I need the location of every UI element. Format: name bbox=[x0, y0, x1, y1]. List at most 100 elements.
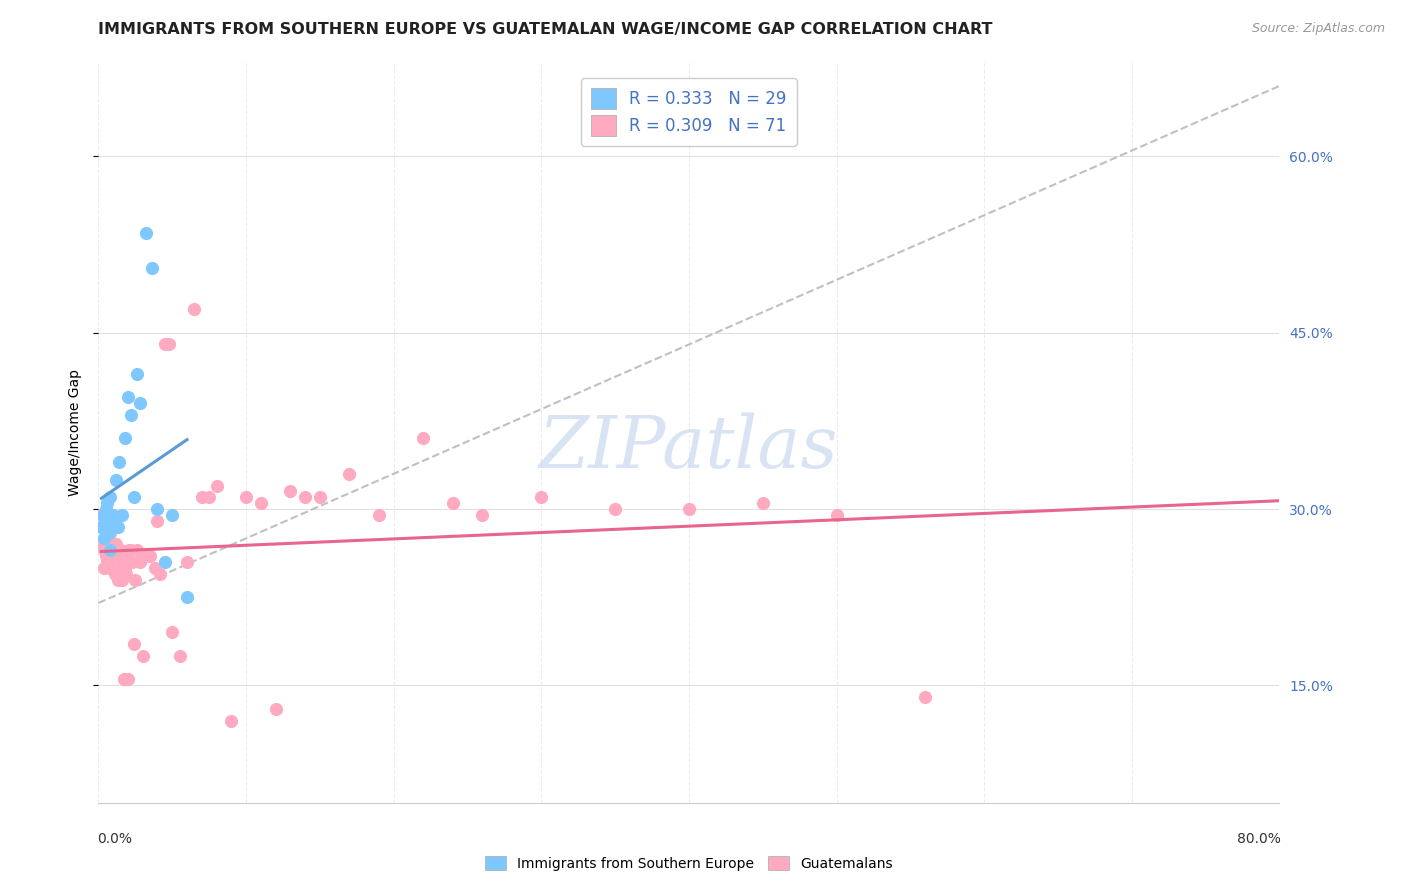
Point bbox=[128, 396, 150, 410]
Point bbox=[94, 525, 117, 540]
Y-axis label: Wage/Income Gap: Wage/Income Gap bbox=[67, 369, 82, 496]
Point bbox=[91, 537, 114, 551]
Point bbox=[103, 508, 125, 522]
Point bbox=[97, 561, 120, 575]
Point bbox=[90, 508, 112, 522]
Point bbox=[100, 537, 122, 551]
Point bbox=[530, 490, 553, 504]
Point bbox=[107, 519, 129, 533]
Point bbox=[94, 514, 117, 528]
Point bbox=[176, 555, 198, 569]
Point bbox=[146, 514, 169, 528]
Point bbox=[309, 490, 332, 504]
Point bbox=[104, 514, 127, 528]
Point bbox=[98, 549, 121, 563]
Text: 80.0%: 80.0% bbox=[1237, 832, 1281, 847]
Point bbox=[117, 390, 139, 404]
Point bbox=[176, 590, 198, 604]
Point bbox=[104, 566, 127, 581]
Point bbox=[471, 508, 494, 522]
Point bbox=[412, 432, 434, 446]
Point bbox=[112, 673, 135, 687]
Point bbox=[125, 367, 148, 381]
Point bbox=[122, 637, 145, 651]
Point bbox=[235, 490, 257, 504]
Legend: R = 0.333   N = 29, R = 0.309   N = 71: R = 0.333 N = 29, R = 0.309 N = 71 bbox=[581, 78, 797, 145]
Point bbox=[605, 502, 627, 516]
Point bbox=[143, 561, 166, 575]
Point bbox=[111, 549, 134, 563]
Point bbox=[105, 473, 128, 487]
Point bbox=[97, 508, 120, 522]
Point bbox=[122, 490, 145, 504]
Point bbox=[120, 408, 142, 422]
Text: Source: ZipAtlas.com: Source: ZipAtlas.com bbox=[1251, 22, 1385, 36]
Point bbox=[105, 566, 128, 581]
Point bbox=[98, 525, 121, 540]
Point bbox=[107, 549, 129, 563]
Point bbox=[120, 543, 142, 558]
Point bbox=[135, 549, 157, 563]
Point bbox=[250, 496, 273, 510]
Point bbox=[368, 508, 391, 522]
Point bbox=[117, 673, 139, 687]
Point bbox=[96, 532, 118, 546]
Point bbox=[108, 455, 131, 469]
Point bbox=[191, 490, 214, 504]
Point bbox=[110, 543, 132, 558]
Point bbox=[149, 566, 172, 581]
Point bbox=[115, 566, 138, 581]
Point bbox=[114, 561, 136, 575]
Point bbox=[114, 432, 136, 446]
Point bbox=[96, 555, 118, 569]
Point bbox=[94, 549, 117, 563]
Text: IMMIGRANTS FROM SOUTHERN EUROPE VS GUATEMALAN WAGE/INCOME GAP CORRELATION CHART: IMMIGRANTS FROM SOUTHERN EUROPE VS GUATE… bbox=[98, 22, 993, 37]
Point bbox=[93, 543, 115, 558]
Point bbox=[153, 337, 176, 351]
Point bbox=[751, 496, 773, 510]
Point bbox=[157, 337, 180, 351]
Point bbox=[205, 478, 228, 492]
Point bbox=[339, 467, 360, 481]
Point bbox=[98, 543, 121, 558]
Point bbox=[135, 226, 157, 240]
Point bbox=[103, 543, 125, 558]
Point bbox=[914, 690, 936, 704]
Point bbox=[219, 714, 242, 728]
Point bbox=[96, 496, 118, 510]
Legend: Immigrants from Southern Europe, Guatemalans: Immigrants from Southern Europe, Guatema… bbox=[479, 850, 898, 876]
Point bbox=[105, 537, 128, 551]
Point bbox=[278, 484, 302, 499]
Point bbox=[146, 502, 169, 516]
Point bbox=[93, 561, 115, 575]
Point bbox=[108, 561, 131, 575]
Point bbox=[90, 519, 112, 533]
Point bbox=[441, 496, 464, 510]
Point bbox=[121, 555, 143, 569]
Point bbox=[169, 648, 191, 663]
Point bbox=[107, 573, 129, 587]
Point bbox=[198, 490, 221, 504]
Point bbox=[825, 508, 848, 522]
Point bbox=[264, 702, 287, 716]
Point bbox=[111, 508, 134, 522]
Point bbox=[97, 525, 120, 540]
Point bbox=[141, 261, 163, 276]
Point bbox=[100, 519, 122, 533]
Point bbox=[128, 555, 150, 569]
Point bbox=[98, 490, 121, 504]
Point bbox=[132, 648, 155, 663]
Point bbox=[100, 561, 122, 575]
Point bbox=[91, 508, 114, 522]
Point bbox=[93, 532, 115, 546]
Point bbox=[162, 508, 183, 522]
Point bbox=[125, 543, 148, 558]
Point bbox=[183, 302, 205, 317]
Point bbox=[162, 625, 183, 640]
Point bbox=[97, 537, 120, 551]
Point bbox=[104, 543, 127, 558]
Point bbox=[111, 573, 134, 587]
Point bbox=[91, 519, 114, 533]
Point bbox=[118, 543, 141, 558]
Point bbox=[153, 555, 176, 569]
